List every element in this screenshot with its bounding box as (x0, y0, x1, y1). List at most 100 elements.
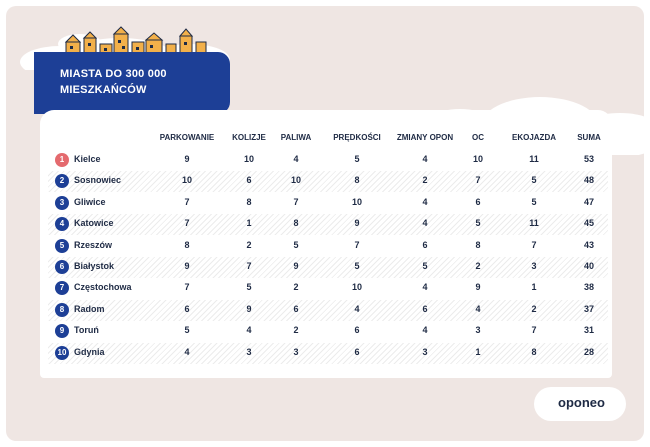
score-cell: 6 (475, 196, 481, 207)
score-cell: 4 (422, 282, 428, 293)
score-cell: 8 (246, 196, 252, 207)
score-cell: 5 (475, 218, 481, 229)
score-cell: 8 (293, 218, 299, 229)
table-row: 7 Częstochowa 7 5 2 10 4 9 1 38 (48, 278, 608, 299)
score-cell: 48 (583, 175, 595, 186)
score-cell: 7 (293, 196, 299, 207)
score-cell: 10 (181, 175, 193, 186)
column-header-ekojazda: EKOJAZDA (511, 133, 557, 142)
table-row: 1 Kielce 9 10 4 5 4 10 11 53 (48, 150, 608, 172)
score-cell: 8 (184, 239, 190, 250)
oponeo-logo (534, 387, 626, 421)
score-cell: 3 (422, 346, 428, 357)
rank-badge: 10 (55, 345, 69, 360)
column-header-paliwa: PALIWA (280, 133, 312, 142)
score-cell: 4 (422, 218, 428, 229)
score-cell: 5 (531, 196, 537, 207)
column-header-parkowanie: PARKOWANIE (159, 133, 215, 142)
score-cell: 53 (583, 154, 595, 164)
score-cell: 11 (529, 218, 539, 229)
score-cell: 2 (422, 175, 428, 186)
score-cell: 5 (354, 154, 360, 164)
score-cell: 6 (422, 239, 428, 250)
title-banner (34, 52, 230, 114)
city-name: Kielce (74, 154, 101, 164)
score-cell: 1 (475, 346, 481, 357)
score-cell: 6 (422, 303, 428, 314)
oponeo-logo-text: oponeo (558, 395, 605, 410)
city-name: Białystok (74, 261, 115, 271)
page-title: MIASTA DO 300 000 MIESZKAŃCÓW (60, 68, 167, 96)
table-row: 8 Radom 6 9 6 4 6 4 2 37 (48, 299, 608, 321)
rank-badge: 1 (55, 153, 69, 167)
score-cell: 4 (422, 154, 428, 164)
rank-badge: 6 (55, 260, 69, 274)
rank-badge: 3 (55, 195, 69, 210)
score-cell: 5 (246, 282, 252, 293)
score-cell: 6 (354, 346, 360, 357)
score-cell: 4 (422, 196, 428, 207)
score-cell: 7 (246, 261, 252, 271)
score-cell: 8 (531, 346, 537, 357)
city-name: Radom (74, 303, 105, 314)
score-cell: 7 (354, 239, 360, 250)
score-cell: 43 (583, 239, 595, 250)
score-cell: 6 (293, 303, 299, 314)
table-row: 2 Sosnowiec 10 6 10 8 2 7 5 48 (48, 171, 608, 193)
city-name: Toruń (74, 325, 99, 336)
score-cell: 3 (293, 346, 299, 357)
city-name: Gliwice (74, 196, 106, 207)
score-cell: 3 (246, 346, 252, 357)
score-cell: 10 (351, 282, 363, 293)
rank-badge: 8 (55, 302, 69, 317)
table-row: 10 Gdynia 4 3 3 6 3 1 8 28 (48, 342, 608, 364)
score-cell: 38 (583, 282, 595, 293)
city-name: Sosnowiec (74, 175, 122, 186)
score-cell: 9 (293, 261, 299, 271)
score-cell: 4 (246, 325, 252, 336)
score-cell: 5 (354, 261, 360, 271)
score-cell: 9 (246, 303, 252, 314)
score-cell: 6 (354, 325, 360, 336)
score-cell: 10 (243, 154, 255, 164)
rank-badge: 2 (55, 174, 69, 189)
score-cell: 7 (475, 175, 481, 186)
score-cell: 6 (184, 303, 190, 314)
city-name: Częstochowa (74, 282, 132, 293)
score-cell: 2 (475, 261, 481, 271)
city-name: Rzeszów (74, 239, 113, 250)
score-cell: 5 (293, 239, 299, 250)
rank-badge: 4 (55, 217, 69, 232)
score-cell: 7 (184, 196, 190, 207)
score-cell: 4 (354, 303, 360, 314)
score-cell: 11 (529, 154, 539, 164)
score-cell: 4 (475, 303, 481, 314)
score-cell: 5 (422, 261, 428, 271)
score-cell: 28 (583, 346, 595, 357)
score-cell: 3 (531, 261, 537, 271)
rank-badge: 5 (55, 238, 69, 253)
score-cell: 47 (583, 196, 595, 207)
score-cell: 4 (184, 346, 190, 357)
score-cell: 8 (475, 239, 481, 250)
score-cell: 2 (246, 239, 252, 250)
rank-badge: 7 (55, 281, 69, 296)
score-cell: 10 (351, 196, 363, 207)
score-cell: 40 (583, 261, 595, 271)
score-cell: 4 (422, 325, 428, 336)
score-cell: 9 (354, 218, 360, 229)
score-cell: 7 (531, 325, 537, 336)
city-name: Gdynia (74, 346, 105, 357)
score-cell: 9 (184, 261, 190, 271)
table-row: 4 Katowice 7 1 8 9 4 5 11 45 (48, 214, 608, 236)
column-header-oc: OC (472, 133, 484, 142)
score-cell: 5 (531, 175, 537, 186)
score-cell: 7 (184, 282, 190, 293)
score-cell: 1 (531, 282, 537, 293)
column-header-zmiany-opon: ZMIANY OPON (396, 133, 454, 142)
table-row: 9 Toruń 5 4 2 6 4 3 7 31 (48, 321, 608, 342)
score-cell: 9 (475, 282, 481, 293)
score-cell: 37 (583, 303, 595, 314)
score-cell: 2 (293, 282, 299, 293)
table-row: 6 Białystok 9 7 9 5 5 2 3 40 (48, 257, 608, 278)
